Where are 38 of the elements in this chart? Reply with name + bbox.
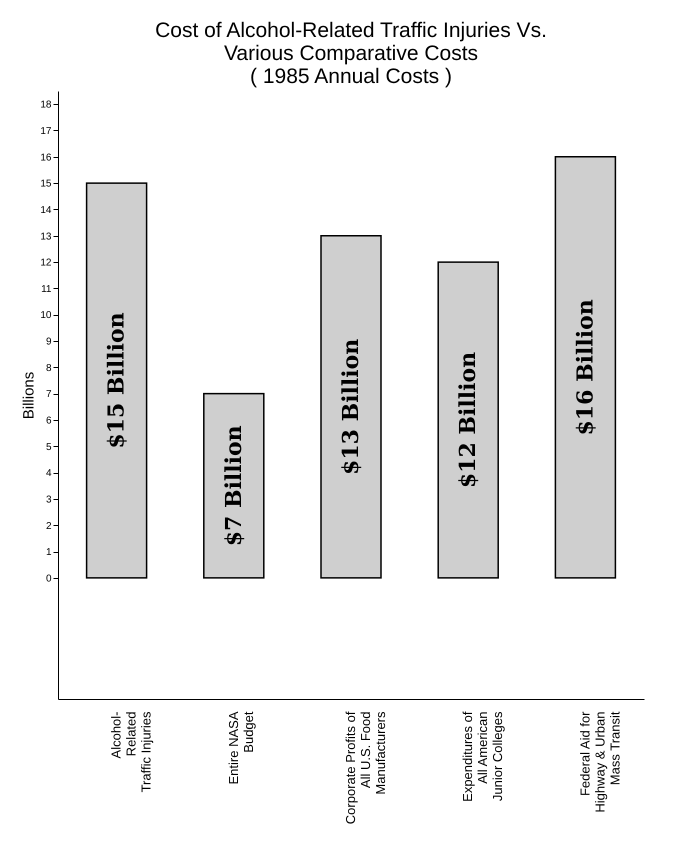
x-tick-label: Corporate Profits of All U.S. Food Manufacturers <box>343 711 388 824</box>
data-label: $7 Billion <box>220 425 247 546</box>
text: Various Comparative Costs <box>224 42 478 65</box>
x-tick-label: Federal Aid for Highway & Urban Mass Transit <box>577 710 622 813</box>
y-tick-label: 8 <box>46 362 52 374</box>
y-tick-label: 10 <box>40 310 52 322</box>
y-tick-label: 15 <box>40 178 52 190</box>
y-tick-label: 9 <box>46 336 52 348</box>
y-tick-label: 16 <box>40 152 52 164</box>
data-label: $13 Billion <box>338 338 364 475</box>
y-tick-label: 12 <box>40 258 52 269</box>
x-tick-label: Expenditures of All American Junior Colleges <box>460 711 506 802</box>
text: ( 1985 Annual Costs ) <box>250 65 452 88</box>
bar <box>554 156 616 579</box>
bar <box>86 182 148 579</box>
data-label: $12 Billion <box>455 352 482 488</box>
y-tick-label: 17 <box>40 126 52 137</box>
y-tick-label: 4 <box>46 468 52 480</box>
y-tick-label: 1 <box>46 547 52 558</box>
y-tick-label: 11 <box>41 284 52 295</box>
text: Cost of Alcohol-Related Traffic Injuries Vs. <box>155 19 547 42</box>
bar <box>203 392 265 579</box>
y-tick-label: 13 <box>40 231 52 242</box>
y-tick-label: 14 <box>40 204 52 216</box>
y-tick-label: 3 <box>46 494 52 506</box>
data-label: $15 Billion <box>104 312 130 449</box>
y-tick-label: 18 <box>40 100 52 111</box>
bar <box>437 261 499 579</box>
bar <box>320 235 382 579</box>
y-tick-label: 2 <box>46 520 52 532</box>
y-tick-label: 5 <box>46 442 52 453</box>
y-tick-label: 0 <box>46 573 52 584</box>
x-tick-label: Entire NASA Budget <box>226 711 256 784</box>
data-label: $16 Billion <box>572 299 598 436</box>
y-axis-title: Billions <box>20 372 38 420</box>
y-tick-label: 6 <box>46 416 52 427</box>
x-tick-label: Alcohol- Related Traffic Injuries <box>108 711 154 792</box>
y-tick-label: 7 <box>46 389 52 400</box>
